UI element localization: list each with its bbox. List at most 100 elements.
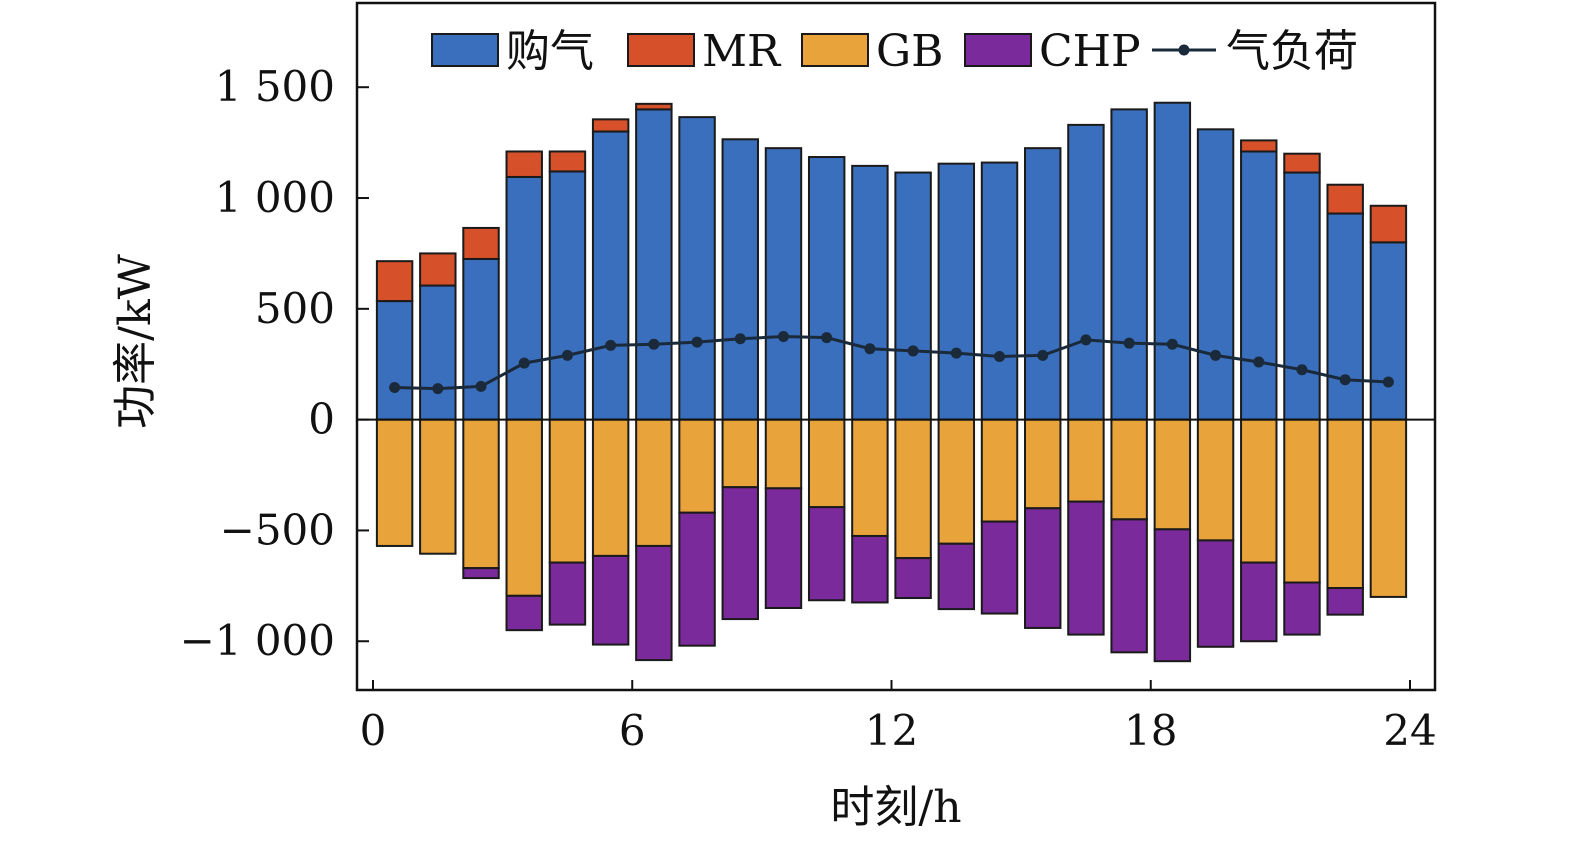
load-point-10 xyxy=(821,332,833,344)
load-point-4 xyxy=(561,349,573,361)
bar-2-hour-7 xyxy=(678,418,716,514)
bar-0-hour-23 xyxy=(1369,241,1408,421)
bar-0-hour-9 xyxy=(764,147,803,421)
bar-2-hour-11 xyxy=(851,418,889,537)
bar-3-hour-15 xyxy=(1024,507,1062,629)
bar-2-hour-2 xyxy=(462,418,500,570)
x-axis-title: 时刻/h xyxy=(830,782,961,833)
x-tick-label-1: 6 xyxy=(619,706,646,755)
bar-2-hour-16 xyxy=(1067,418,1105,503)
legend-label-2: GB xyxy=(876,26,943,77)
bar-2-hour-9 xyxy=(764,418,803,490)
bar-0-hour-21 xyxy=(1283,171,1321,421)
y-tick-label-0: −1 000 xyxy=(180,616,335,665)
legend-line-marker xyxy=(1178,44,1190,56)
bar-2-hour-20 xyxy=(1240,418,1278,564)
bar-2-hour-18 xyxy=(1153,418,1192,531)
bar-2-hour-1 xyxy=(419,418,457,555)
legend-swatch-0 xyxy=(431,33,499,67)
bar-0-hour-8 xyxy=(721,138,759,421)
y-tick-label-2: 0 xyxy=(308,395,335,444)
bar-0-hour-4 xyxy=(548,170,587,421)
bar-2-hour-3 xyxy=(505,418,543,597)
bar-2-hour-23 xyxy=(1369,418,1408,598)
x-tick-label-3: 18 xyxy=(1124,706,1177,755)
bar-0-hour-11 xyxy=(851,164,889,421)
bar-2-hour-6 xyxy=(635,418,673,547)
line-layer xyxy=(389,331,1394,395)
load-point-6 xyxy=(648,338,660,350)
bar-0-hour-3 xyxy=(505,175,543,421)
bar-2-hour-4 xyxy=(548,418,587,564)
load-point-23 xyxy=(1382,376,1394,388)
bar-2-hour-22 xyxy=(1326,418,1364,590)
bar-3-hour-2 xyxy=(462,567,500,580)
legend-swatch-3 xyxy=(964,33,1032,67)
bar-1-hour-5 xyxy=(591,118,630,133)
bar-1-hour-4 xyxy=(548,150,587,173)
bar-0-hour-14 xyxy=(980,161,1019,421)
y-tick-label-4: 1 000 xyxy=(215,173,335,222)
load-point-19 xyxy=(1210,349,1222,361)
bar-0-hour-5 xyxy=(591,130,630,421)
load-point-17 xyxy=(1123,337,1135,349)
bar-3-hour-22 xyxy=(1326,587,1364,616)
x-tick-label-0: 0 xyxy=(360,706,387,755)
bar-3-hour-11 xyxy=(851,534,889,604)
bar-3-hour-13 xyxy=(937,542,976,611)
load-point-0 xyxy=(389,381,401,393)
load-point-5 xyxy=(605,339,617,351)
y-tick-label-1: −500 xyxy=(220,505,335,554)
load-point-20 xyxy=(1253,356,1265,368)
bar-1-hour-20 xyxy=(1240,139,1278,153)
bars-layer xyxy=(375,101,1408,663)
load-point-7 xyxy=(691,336,703,348)
bar-0-hour-1 xyxy=(419,284,457,421)
bar-2-hour-8 xyxy=(721,418,759,489)
bar-3-hour-3 xyxy=(505,594,543,632)
plot-frame xyxy=(355,1,1437,692)
load-line xyxy=(394,335,1389,391)
bar-0-hour-6 xyxy=(635,108,673,421)
bar-2-hour-5 xyxy=(591,418,630,557)
x-tick-label-2: 12 xyxy=(865,706,918,755)
bar-0-hour-0 xyxy=(375,300,414,421)
bar-1-hour-23 xyxy=(1369,204,1408,244)
bar-3-hour-17 xyxy=(1110,518,1148,654)
bar-0-hour-17 xyxy=(1110,108,1148,421)
y-tick-label-3: 500 xyxy=(255,284,335,333)
load-point-18 xyxy=(1166,338,1178,350)
bar-0-hour-18 xyxy=(1153,101,1192,421)
load-point-14 xyxy=(994,350,1006,362)
bar-2-hour-10 xyxy=(807,418,846,509)
bar-2-hour-17 xyxy=(1110,418,1148,521)
bar-3-hour-19 xyxy=(1196,539,1235,648)
load-point-22 xyxy=(1339,374,1351,386)
bar-2-hour-21 xyxy=(1283,418,1321,584)
bar-1-hour-6 xyxy=(635,102,673,111)
bar-1-hour-0 xyxy=(375,260,414,303)
load-point-15 xyxy=(1037,349,1049,361)
bar-0-hour-10 xyxy=(807,156,846,421)
bar-3-hour-4 xyxy=(548,561,587,626)
bar-0-hour-15 xyxy=(1024,147,1062,421)
bar-3-hour-12 xyxy=(894,557,932,600)
bar-3-hour-7 xyxy=(678,511,716,647)
bar-0-hour-2 xyxy=(462,257,500,421)
legend-label-1: MR xyxy=(702,26,782,77)
y-axis-title: 功率/kW xyxy=(110,253,161,428)
bar-2-hour-0 xyxy=(375,418,414,547)
legend-label-3: CHP xyxy=(1039,26,1141,77)
legend: 购气 MR GB CHP 气负荷 xyxy=(431,26,1358,77)
bar-3-hour-16 xyxy=(1067,500,1105,636)
bar-3-hour-5 xyxy=(591,554,630,646)
load-point-16 xyxy=(1080,334,1092,346)
bar-2-hour-14 xyxy=(980,418,1019,523)
x-tick-label-4: 24 xyxy=(1383,706,1436,755)
bar-3-hour-6 xyxy=(635,544,673,662)
load-point-11 xyxy=(864,343,876,355)
bar-1-hour-3 xyxy=(505,150,543,178)
bar-3-hour-20 xyxy=(1240,561,1278,643)
bar-0-hour-13 xyxy=(937,162,976,421)
